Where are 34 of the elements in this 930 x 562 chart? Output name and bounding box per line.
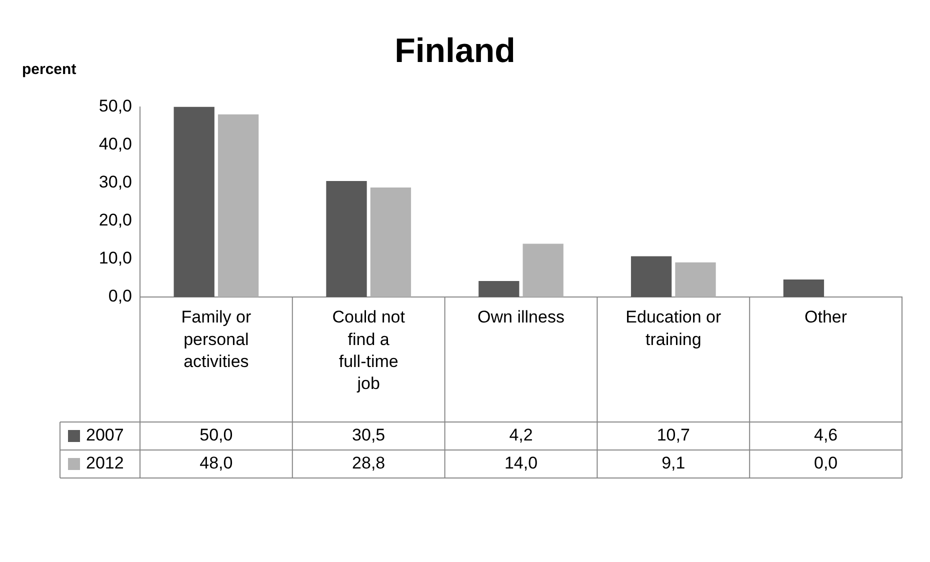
chart-title: Finland	[394, 32, 516, 70]
y-tick-label: 50,0	[98, 96, 132, 116]
data-label: 10,7	[656, 426, 690, 445]
y-tick-label: 40,0	[98, 134, 132, 154]
x-tick-label: Education or training	[626, 308, 722, 349]
data-label: 28,8	[352, 454, 386, 473]
x-tick-label: Own illness	[478, 308, 564, 327]
bar	[370, 187, 412, 297]
x-tick-label: Other	[804, 308, 848, 327]
bar	[326, 180, 367, 297]
y-tick-label: 10,0	[98, 248, 132, 268]
bar	[174, 106, 214, 297]
data-label: 14,0	[504, 454, 538, 473]
bar	[478, 281, 520, 297]
data-label: 9,1	[662, 454, 686, 473]
x-tick-label: Family or personal activities	[181, 308, 252, 371]
data-label: 48,0	[200, 454, 233, 473]
bar	[522, 244, 564, 297]
data-label: 30,5	[352, 426, 386, 445]
y-tick-label: 20,0	[98, 210, 132, 230]
data-label: 4,2	[509, 426, 533, 445]
bar	[630, 256, 672, 297]
bar	[218, 114, 259, 297]
legend-label: 2007	[86, 426, 124, 445]
y-tick-label: 0,0	[108, 286, 132, 306]
x-tick-label: Could not find a full-time job	[332, 308, 406, 394]
bar	[675, 262, 716, 297]
data-label: 0,0	[814, 454, 838, 473]
bar	[783, 280, 824, 297]
data-label: 4,6	[814, 426, 838, 445]
y-tick-label: 30,0	[98, 172, 132, 192]
data-label: 50,0	[200, 426, 233, 445]
legend-label: 2012	[86, 454, 124, 473]
y-axis-title: percent	[22, 61, 76, 78]
